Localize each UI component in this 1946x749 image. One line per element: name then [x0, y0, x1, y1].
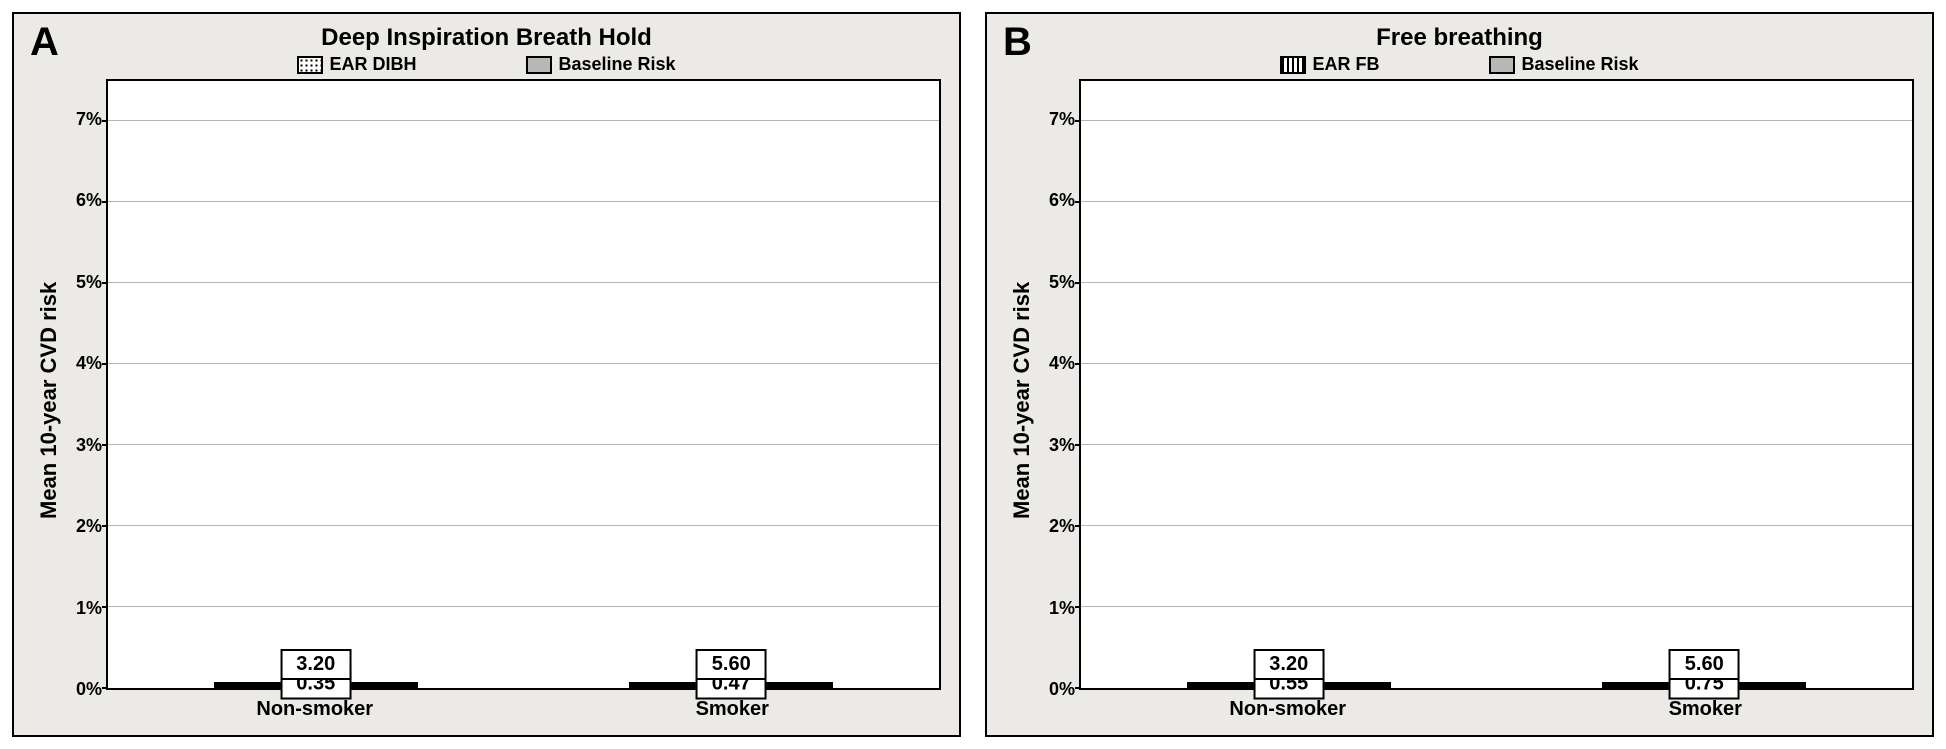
- y-tick-label: 5%: [1049, 272, 1075, 293]
- x-category-label: Non-smoker: [1138, 698, 1438, 721]
- y-axis-label: Mean 10-year CVD risk: [1005, 79, 1039, 721]
- stacked-bar: 0.755.60: [1602, 682, 1806, 688]
- chart-title: Free breathing: [1005, 24, 1914, 52]
- panel-header: Deep Inspiration Breath HoldEAR DIBH Base…: [32, 24, 941, 79]
- legend-item: Baseline Risk: [526, 54, 675, 75]
- plot-area: 0.353.20 0.475.60: [106, 79, 941, 690]
- y-tick-label: 3%: [76, 435, 102, 456]
- plot-wrap: 0.553.20 0.755.60 Non-smoker Smoker: [1079, 79, 1914, 721]
- y-axis-label: Mean 10-year CVD risk: [32, 79, 66, 721]
- legend-item: EAR FB: [1280, 54, 1379, 75]
- y-tick-label: 7%: [76, 109, 102, 130]
- plot-row: Mean 10-year CVD risk 0% 1% 2% 3% 4% 5% 6% 7% 0.3…: [32, 79, 941, 721]
- bar-segment-baseline: 0.553.20: [1187, 686, 1391, 688]
- y-axis-ticks: 0%1%2%3%4%5%6%7%: [66, 79, 106, 690]
- y-tick-label: 0%: [1049, 679, 1075, 700]
- legend-label: Baseline Risk: [1521, 54, 1638, 75]
- y-tick-label: 3%: [1049, 435, 1075, 456]
- legend-item: EAR DIBH: [297, 54, 416, 75]
- bar-column: 0.553.20: [1139, 682, 1439, 688]
- x-axis: Non-smoker Smoker: [1079, 690, 1914, 721]
- y-tick-label: 5%: [76, 272, 102, 293]
- value-label-baseline: 5.60: [1669, 649, 1740, 680]
- bar-column: 0.755.60: [1554, 682, 1854, 688]
- legend-label: EAR DIBH: [329, 54, 416, 75]
- x-category-label: Smoker: [582, 698, 882, 721]
- value-label-baseline: 3.20: [280, 649, 351, 680]
- legend-item: Baseline Risk: [1489, 54, 1638, 75]
- bars-container: 0.553.20 0.755.60: [1081, 81, 1912, 688]
- stacked-bar: 0.475.60: [629, 682, 833, 688]
- y-axis-ticks: 0%1%2%3%4%5%6%7%: [1039, 79, 1079, 690]
- chart-panel: BFree breathingEAR FB Baseline Risk Mean 1…: [985, 12, 1934, 737]
- stacked-bar: 0.553.20: [1187, 682, 1391, 688]
- bar-segment-baseline: 0.353.20: [214, 686, 418, 688]
- y-tick-label: 1%: [1049, 598, 1075, 619]
- legend: EAR DIBH Baseline Risk: [32, 54, 941, 75]
- plot-area: 0.553.20 0.755.60: [1079, 79, 1914, 690]
- legend-swatch: [297, 56, 323, 74]
- legend-swatch: [1280, 56, 1306, 74]
- stacked-bar: 0.353.20: [214, 682, 418, 688]
- legend-label: Baseline Risk: [558, 54, 675, 75]
- panel-letter: A: [30, 20, 59, 65]
- legend-label: EAR FB: [1312, 54, 1379, 75]
- y-tick-label: 4%: [76, 353, 102, 374]
- bar-column: 0.353.20: [166, 682, 466, 688]
- value-label-baseline: 3.20: [1253, 649, 1324, 680]
- value-label-baseline: 5.60: [696, 649, 767, 680]
- y-tick-label: 6%: [1049, 190, 1075, 211]
- chart-panel: ADeep Inspiration Breath HoldEAR DIBH Bas…: [12, 12, 961, 737]
- legend-swatch: [1489, 56, 1515, 74]
- y-tick-label: 1%: [76, 598, 102, 619]
- legend-swatch: [526, 56, 552, 74]
- x-category-label: Non-smoker: [165, 698, 465, 721]
- bar-segment-baseline: 0.475.60: [629, 686, 833, 688]
- y-tick-label: 7%: [1049, 109, 1075, 130]
- x-category-label: Smoker: [1555, 698, 1855, 721]
- y-tick-label: 2%: [1049, 516, 1075, 537]
- bar-column: 0.475.60: [581, 682, 881, 688]
- bars-container: 0.353.20 0.475.60: [108, 81, 939, 688]
- y-tick-label: 0%: [76, 679, 102, 700]
- bar-segment-baseline: 0.755.60: [1602, 686, 1806, 688]
- panel-header: Free breathingEAR FB Baseline Risk: [1005, 24, 1914, 79]
- y-tick-label: 6%: [76, 190, 102, 211]
- panel-letter: B: [1003, 20, 1032, 65]
- y-tick-label: 4%: [1049, 353, 1075, 374]
- plot-row: Mean 10-year CVD risk 0% 1% 2% 3% 4% 5% 6% 7% 0.5…: [1005, 79, 1914, 721]
- plot-wrap: 0.353.20 0.475.60 Non-smoker Smoker: [106, 79, 941, 721]
- chart-title: Deep Inspiration Breath Hold: [32, 24, 941, 52]
- figure: ADeep Inspiration Breath HoldEAR DIBH Bas…: [0, 0, 1946, 749]
- legend: EAR FB Baseline Risk: [1005, 54, 1914, 75]
- x-axis: Non-smoker Smoker: [106, 690, 941, 721]
- y-tick-label: 2%: [76, 516, 102, 537]
